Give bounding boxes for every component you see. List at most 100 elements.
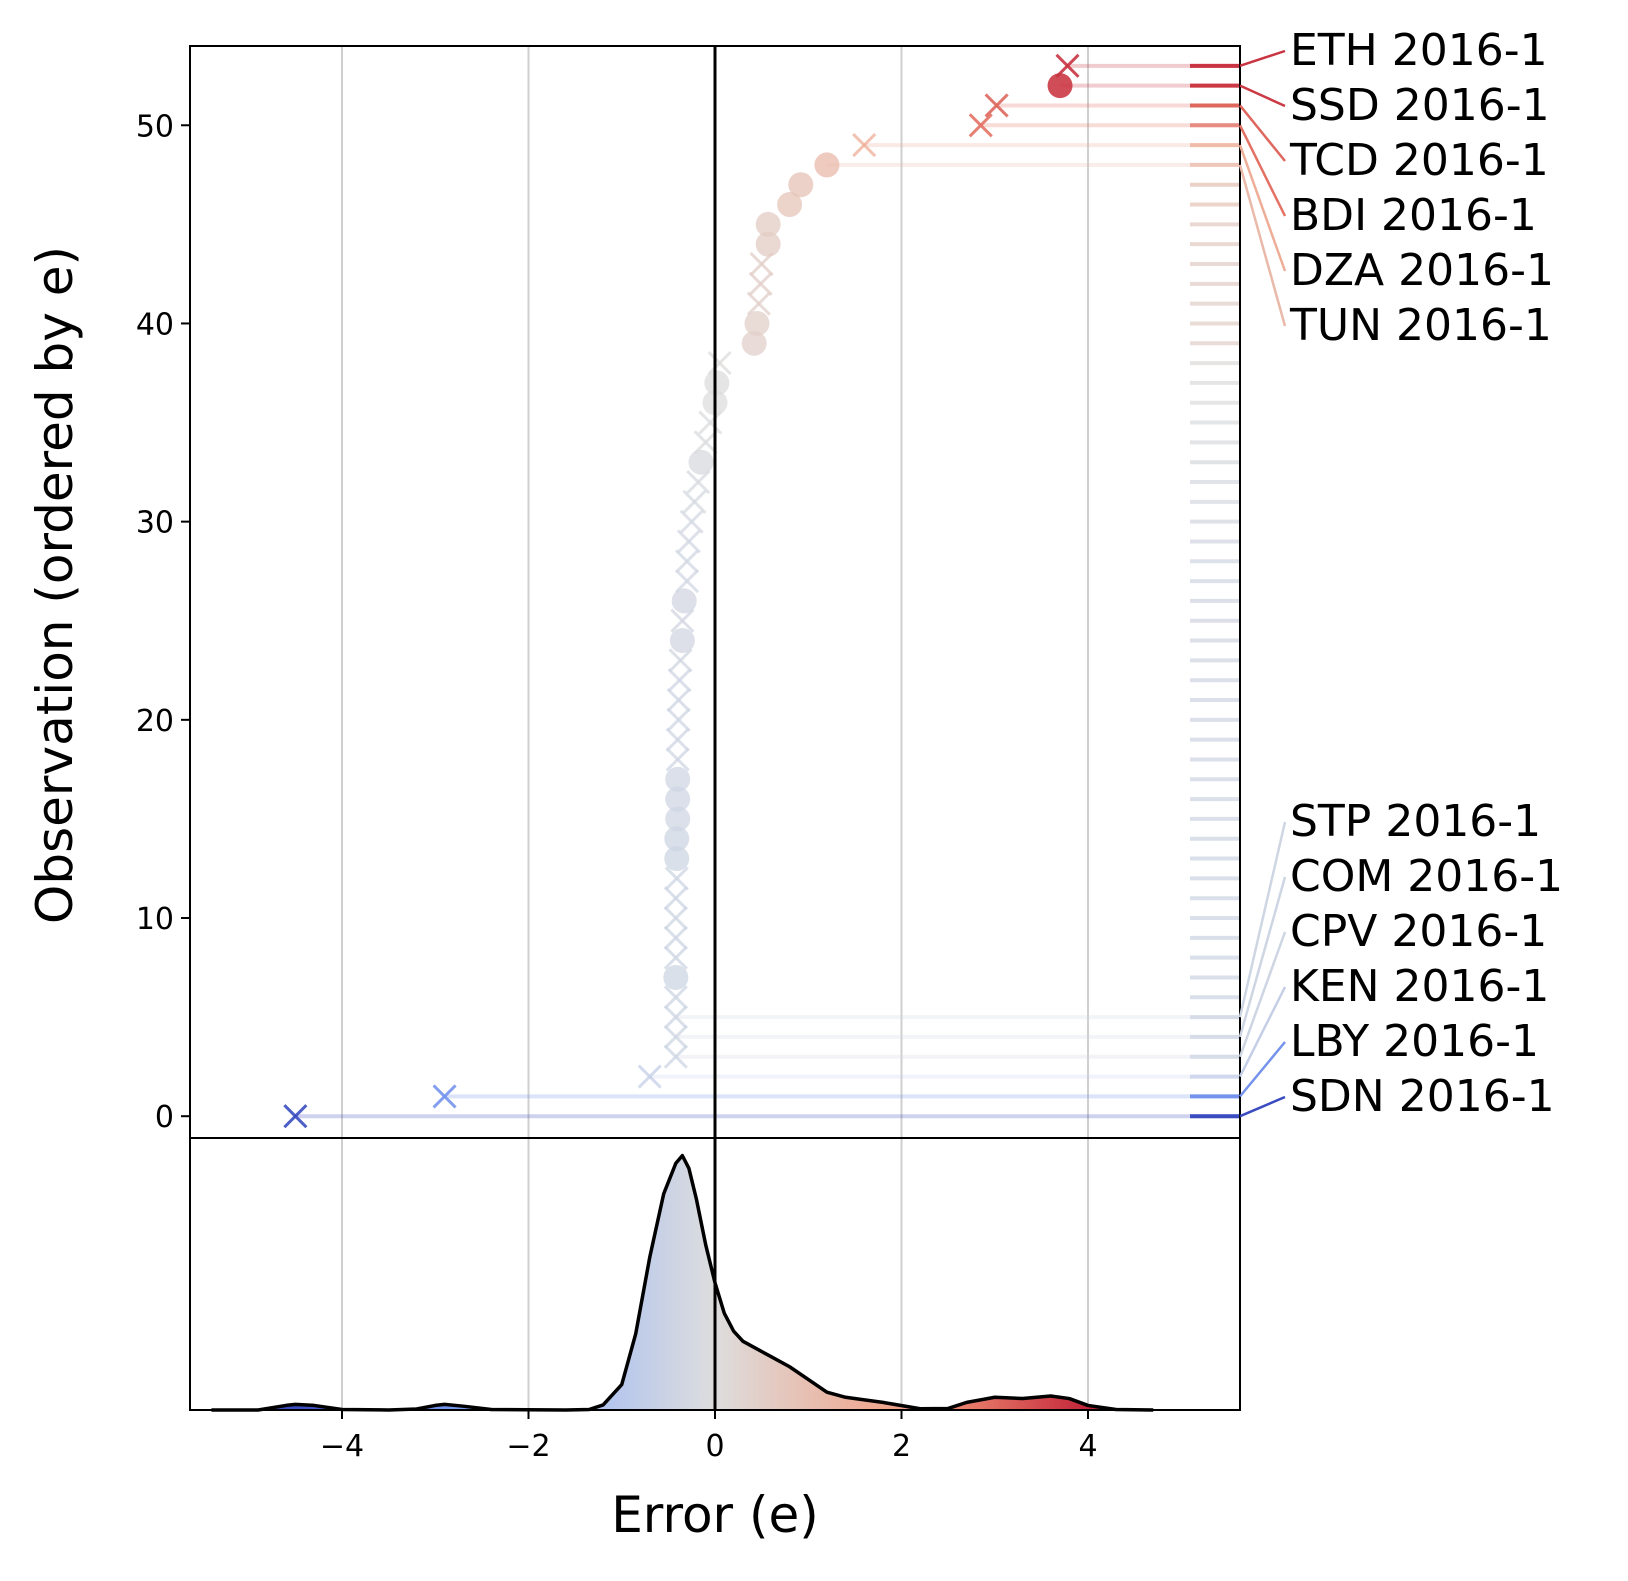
cross-marker [663, 905, 688, 931]
cross-stroke [666, 707, 691, 732]
observation-label: KEN 2016-1 [1290, 961, 1549, 1012]
cross-stroke [682, 489, 707, 514]
cross-stroke [686, 469, 711, 495]
circle-marker [704, 370, 730, 396]
cross-stroke [676, 529, 701, 554]
cross-marker [749, 251, 774, 277]
grid-layer [340, 46, 1090, 1410]
circle-marker [814, 152, 840, 178]
leader-line [1239, 104, 1286, 162]
density-curve-group [211, 1153, 1154, 1412]
cross-marker [663, 1024, 688, 1049]
cross-stroke [707, 351, 732, 376]
cross-stroke [663, 985, 688, 1010]
cross-stroke [283, 1104, 308, 1129]
x-tick-label: 4 [1078, 1429, 1097, 1464]
observation-label: ETH 2016-1 [1290, 25, 1548, 76]
cross-marker [682, 489, 707, 514]
y-tick-label: 20 [136, 704, 174, 739]
leader-line [1238, 144, 1287, 272]
cross-marker [663, 925, 688, 950]
cross-marker [666, 687, 691, 713]
observation-label: COM 2016-1 [1290, 851, 1563, 902]
connector-lines-layer [295, 63, 1240, 1119]
cross-marker [676, 529, 701, 554]
cross-marker [663, 985, 688, 1010]
observation-label: CPV 2016-1 [1290, 906, 1547, 957]
circle-marker [665, 786, 691, 812]
circle-marker [788, 172, 814, 198]
cross-marker [665, 727, 690, 752]
y-tick-label: 0 [155, 1100, 174, 1135]
cross-marker [663, 1044, 688, 1069]
cross-stroke [663, 1005, 688, 1030]
cross-stroke [748, 271, 773, 296]
cross-marker [663, 1005, 688, 1030]
observation-label: SDN 2016-1 [1290, 1071, 1555, 1122]
circle-marker [665, 766, 691, 792]
cross-stroke [432, 1084, 457, 1109]
cross-stroke [968, 113, 993, 138]
cross-stroke [674, 549, 700, 574]
x-tick-label: 2 [892, 1429, 911, 1464]
y-tick-label: 50 [136, 109, 174, 144]
circle-marker [688, 449, 714, 475]
cross-marker [968, 113, 993, 138]
cross-marker [665, 747, 690, 772]
cross-marker [707, 351, 732, 376]
cross-stroke [670, 608, 695, 633]
circle-marker [755, 211, 781, 237]
cross-stroke [984, 93, 1009, 118]
cross-marker [984, 93, 1009, 118]
cross-marker [1055, 53, 1080, 78]
leader-line [1239, 84, 1286, 108]
points-layer [283, 53, 1080, 1129]
observation-label: BDI 2016-1 [1290, 190, 1537, 241]
leader-line [1239, 1095, 1286, 1118]
cross-marker [686, 469, 711, 495]
density-curve [211, 1153, 1154, 1412]
cross-marker [637, 1064, 662, 1089]
cross-stroke [663, 945, 688, 970]
circle-marker [744, 310, 770, 336]
circle-marker [669, 628, 695, 654]
density-layer [211, 1155, 1154, 1410]
leader-line [1238, 986, 1287, 1078]
cross-marker [667, 668, 692, 693]
x-tick-label: 0 [705, 1429, 724, 1464]
leader-line [1238, 876, 1287, 1038]
observation-label: STP 2016-1 [1290, 796, 1541, 847]
x-axis-label: Error (e) [611, 1486, 819, 1544]
cross-marker [746, 291, 771, 316]
cross-marker [664, 866, 689, 891]
cross-stroke [668, 648, 693, 673]
observation-label: SSD 2016-1 [1290, 80, 1550, 131]
circle-marker [671, 588, 697, 614]
cross-marker [666, 707, 691, 732]
circle-marker [664, 846, 690, 872]
circle-marker [665, 806, 691, 832]
cross-marker [852, 133, 877, 158]
cross-marker [674, 549, 700, 574]
cross-stroke [665, 727, 690, 752]
cross-stroke [663, 1024, 688, 1049]
cross-stroke [749, 251, 774, 277]
cross-stroke [679, 509, 704, 534]
cross-stroke [1055, 53, 1080, 78]
observation-label: LBY 2016-1 [1290, 1016, 1539, 1067]
cross-marker [432, 1084, 457, 1109]
observation-label: TCD 2016-1 [1289, 135, 1549, 186]
cross-stroke [637, 1064, 662, 1089]
leader-line [1238, 931, 1287, 1058]
circle-marker [664, 826, 690, 852]
cross-marker [698, 410, 723, 435]
circle-marker [777, 192, 803, 218]
y-axis-label: Observation (ordered by e) [26, 246, 84, 924]
circle-marker [741, 330, 767, 356]
cross-stroke [663, 925, 688, 950]
cross-stroke [663, 905, 688, 931]
y-tick-label: 10 [136, 902, 174, 937]
observation-label: DZA 2016-1 [1290, 245, 1554, 296]
